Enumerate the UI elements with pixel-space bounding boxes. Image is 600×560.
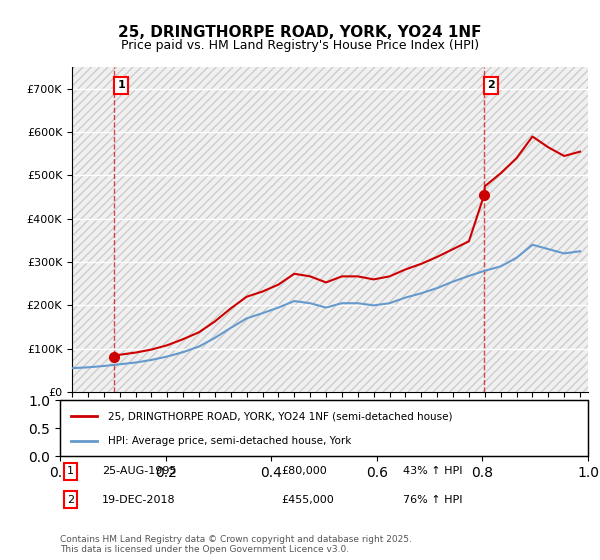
Text: 2: 2: [67, 494, 74, 505]
Text: 1: 1: [67, 466, 74, 477]
Text: Contains HM Land Registry data © Crown copyright and database right 2025.
This d: Contains HM Land Registry data © Crown c…: [60, 535, 412, 554]
Text: 25, DRINGTHORPE ROAD, YORK, YO24 1NF (semi-detached house): 25, DRINGTHORPE ROAD, YORK, YO24 1NF (se…: [107, 411, 452, 421]
Text: 19-DEC-2018: 19-DEC-2018: [102, 494, 176, 505]
Text: Price paid vs. HM Land Registry's House Price Index (HPI): Price paid vs. HM Land Registry's House …: [121, 39, 479, 52]
Text: £455,000: £455,000: [282, 494, 335, 505]
Text: 76% ↑ HPI: 76% ↑ HPI: [403, 494, 463, 505]
Text: 25-AUG-1995: 25-AUG-1995: [102, 466, 177, 477]
Text: 25, DRINGTHORPE ROAD, YORK, YO24 1NF: 25, DRINGTHORPE ROAD, YORK, YO24 1NF: [118, 25, 482, 40]
Text: £80,000: £80,000: [282, 466, 328, 477]
Text: HPI: Average price, semi-detached house, York: HPI: Average price, semi-detached house,…: [107, 436, 351, 446]
Text: 43% ↑ HPI: 43% ↑ HPI: [403, 466, 463, 477]
Text: 1: 1: [117, 80, 125, 90]
Text: 2: 2: [487, 80, 495, 90]
